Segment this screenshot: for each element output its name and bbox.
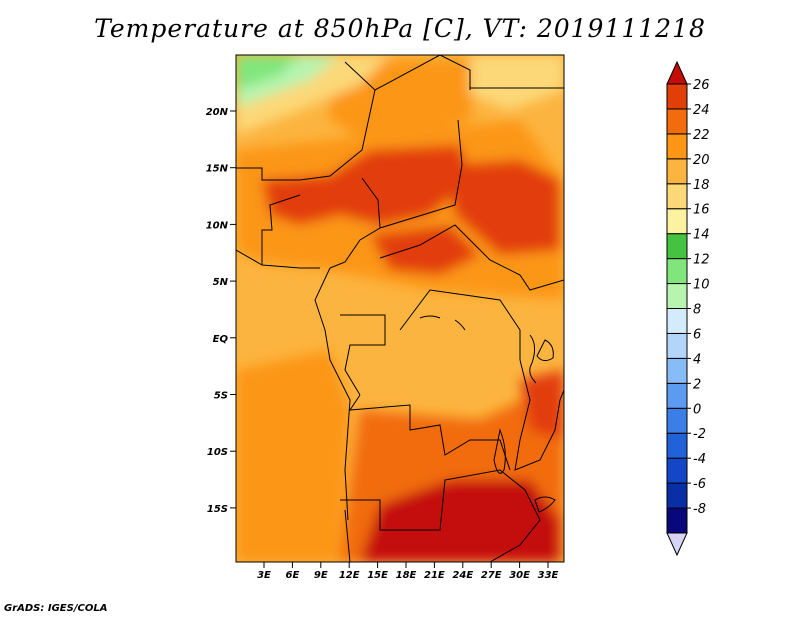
lon-label: 9E [314,570,328,581]
border-chad-sudan [379,119,463,229]
field-central-red [370,225,480,275]
colorbar-swatch [666,133,688,160]
colorbar-swatch [666,283,688,309]
border-libya-chad [374,55,471,91]
lat-label: 10N [206,220,229,231]
border-car-south [379,224,564,291]
lon-label: 21E [424,570,445,581]
lon-label: 24E [452,570,473,581]
lon-label: 33E [538,570,559,581]
colorbar-swatch [666,507,688,534]
lon-label: 6E [286,570,300,581]
field-east-red [445,160,560,255]
lake-victoria [536,339,554,362]
border-niger-north [236,61,376,181]
temperature-field [236,55,564,562]
colorbar-swatch [666,382,688,409]
colorbar-swatch [666,432,688,459]
colorbar-label: 16 [693,203,710,218]
field-ne-yellow [470,55,564,110]
lon-label: 12E [339,570,360,581]
lat-label: 15S [207,504,228,515]
colorbar-label: 14 [693,228,710,243]
border-namibia [344,509,351,562]
lat-label: 5N [213,277,229,288]
lakes [419,315,556,513]
colorbar-swatch [666,233,688,260]
lon-label: 18E [396,570,417,581]
colorbar-label: 22 [693,128,710,143]
coast-atlantic [314,267,351,521]
colorbar-label: 6 [693,327,701,342]
colorbar-swatch [666,308,688,334]
border-southern [340,469,541,562]
footer-credit: GrADS: IGES/COLA [4,603,108,614]
field-sahel-red [262,145,470,225]
colorbar-label: 12 [693,253,710,268]
map-title: Temperature at 850hPa [C], VT: 201911121… [94,14,706,43]
lon-label: 15E [367,570,388,581]
lon-label: 3E [257,570,271,581]
latitude-axis: 20N 15N 10N 5N EQ 5S 10S 15S [206,107,236,515]
border-west-coast [261,194,320,269]
colorbar-swatch [666,457,688,484]
field-north-green [236,55,300,90]
map-frame [235,54,565,563]
field-se-red [360,480,560,562]
border-nigeria-cameroon [329,177,381,269]
longitude-axis: 3E 6E 9E 12E 15E 18E 21E 24E 27E 30E 33E [257,562,559,581]
lon-label: 27E [481,570,502,581]
field-rift-red [520,370,564,440]
colorbar-swatch [666,158,688,185]
colorbar-label: 26 [693,78,710,93]
colorbar-swatch [666,83,688,110]
colorbar-label: -2 [693,427,706,442]
colorbar-swatch [666,332,688,359]
lake-dashes [419,315,466,331]
lat-label: 10S [207,447,228,458]
lat-label: 5S [214,391,228,402]
colorbar-label: -4 [693,452,706,467]
border-lakes [514,359,564,471]
colorbar-label: 8 [693,303,701,318]
colorbar-max-triangle [666,60,688,85]
colorbar-min-triangle [666,532,688,557]
colorbar-label: 10 [693,278,710,293]
colorbar-label: 4 [693,352,701,367]
field-sw-orange [236,350,350,562]
colorbar-label: -8 [693,502,706,517]
colorbar-label: 0 [693,402,701,417]
lake-malawi [534,496,556,513]
lake-tanganyika [493,428,506,474]
colorbar-swatch [666,357,688,384]
lon-label: 30E [509,570,530,581]
coast-guinea [236,249,263,266]
colorbar-swatch [666,258,688,285]
borders [236,55,564,562]
lat-label: 20N [206,107,229,118]
colorbar-swatch [666,108,688,135]
border-gabon-congo [340,314,386,396]
colorbar-label: 24 [693,103,710,118]
border-drc-north [399,289,521,360]
lake-albert [529,334,537,384]
lat-label: 15N [206,164,229,175]
colorbar-swatch [666,208,688,235]
colorbar-swatch [666,407,688,434]
lat-label: EQ [213,334,229,345]
colorbar-label: -6 [693,477,706,492]
colorbar-swatch [666,482,688,509]
colorbar-swatch [666,183,688,210]
colorbar-label: 20 [693,153,710,168]
colorbar-label: 2 [693,377,701,392]
border-angola-drc [349,394,511,471]
colorbar-label: 18 [693,178,710,193]
